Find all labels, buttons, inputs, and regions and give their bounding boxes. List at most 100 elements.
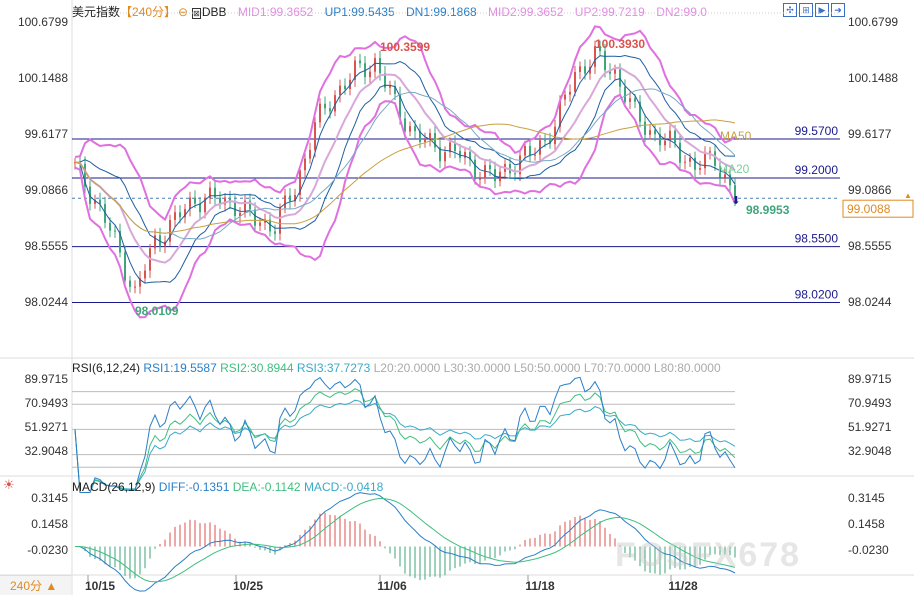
low-label: 98.0109: [135, 304, 179, 318]
macd-title: MACD(26,12,9): [72, 480, 156, 494]
macd-axis-label-left: -0.0230: [27, 543, 68, 557]
candle-body: [244, 200, 246, 213]
ma20-line: [74, 88, 736, 240]
rsi-axis-label-right: 89.9715: [848, 372, 892, 386]
candle-body: [569, 91, 571, 95]
indicator-icon[interactable]: ⊠: [192, 8, 201, 19]
candle-body: [499, 171, 501, 182]
candle-body: [724, 174, 726, 178]
ma50-label: MA50: [720, 129, 752, 143]
candle-body: [194, 197, 196, 204]
candle-body: [654, 130, 656, 135]
candle-body: [669, 130, 671, 141]
candle-body: [239, 212, 241, 217]
price-axis-label-left: 100.6799: [18, 15, 68, 29]
rsi-axis-label-left: 51.9271: [25, 420, 69, 434]
candle-body: [109, 222, 111, 231]
l70-value: L70:70.0000: [583, 361, 651, 375]
candle-body: [114, 230, 116, 232]
play-icon[interactable]: ▶: [815, 3, 829, 17]
crosshair-icon[interactable]: ✣: [783, 3, 797, 17]
candle-body: [284, 195, 286, 208]
candle-body: [354, 60, 356, 80]
candle-body: [554, 126, 556, 145]
current-price-label: 99.0088: [847, 202, 891, 216]
candle-body: [94, 199, 96, 204]
candle-body: [719, 165, 721, 178]
current-price-box: [842, 199, 914, 218]
settings-icon[interactable]: ⊖: [178, 5, 189, 19]
candle-body: [254, 209, 256, 226]
candle-body: [279, 207, 281, 234]
candle-body: [224, 197, 226, 205]
price-axis-label-left: 99.0866: [25, 183, 69, 197]
candle-body: [529, 146, 531, 155]
candle-body: [649, 130, 651, 135]
candle-body: [389, 86, 391, 88]
macd-axis-label-right: 0.1458: [848, 517, 885, 531]
bb-lower2-line: [74, 93, 736, 319]
candle-body: [709, 151, 711, 153]
rsi-axis-label-left: 70.9493: [25, 396, 69, 410]
price-axis-label-right: 99.6177: [848, 127, 892, 141]
candle-body: [219, 197, 221, 205]
level-label: 98.0200: [795, 287, 839, 301]
candle-body: [469, 152, 471, 160]
level-label: 99.5700: [795, 124, 839, 138]
indicator-name: DBB: [201, 5, 227, 19]
candle-body: [249, 200, 251, 210]
price-axis-label-right: 100.1488: [848, 71, 898, 85]
candle-body: [129, 280, 131, 287]
high-label-1: 100.3599: [380, 40, 430, 54]
symbol-name: 美元指数: [72, 5, 121, 19]
candle-body: [484, 165, 486, 179]
rsi-axis-label-right: 32.9048: [848, 444, 892, 458]
price-axis-label-right: 98.5555: [848, 239, 892, 253]
candle-body: [394, 86, 396, 94]
candle-body: [659, 134, 661, 146]
candle-body: [309, 149, 311, 159]
candle-body: [159, 235, 161, 246]
zoom-in-icon[interactable]: ⊞: [799, 3, 813, 17]
candle-body: [84, 163, 86, 187]
rsi-axis-label-right: 70.9493: [848, 396, 892, 410]
date-axis-label: 11/28: [668, 579, 698, 593]
exit-icon[interactable]: ➜: [831, 3, 845, 17]
rsi-title: RSI(6,12,24): [72, 361, 141, 375]
period-button[interactable]: 240分 ▲: [0, 575, 71, 595]
period-selector[interactable]: 【240分】: [120, 5, 177, 19]
candle-body: [614, 69, 616, 74]
candle-body: [324, 103, 326, 109]
ma50-line: [74, 119, 736, 234]
candle-body: [99, 199, 101, 205]
candle-body: [684, 161, 686, 163]
candle-body: [299, 170, 301, 196]
date-axis-label: 10/25: [233, 579, 263, 593]
candle-body: [494, 169, 496, 182]
candle-body: [634, 98, 636, 102]
candle-body: [304, 158, 306, 171]
candle-body: [664, 140, 666, 146]
current-price-marker: ▲: [904, 191, 912, 200]
candle-body: [629, 98, 631, 102]
candle-body: [214, 187, 216, 198]
price-axis-label-left: 99.6177: [25, 127, 69, 141]
price-axis-label-right: 100.6799: [848, 15, 898, 29]
mid1-value: MID1:99.3652: [237, 5, 314, 19]
date-axis-label: 11/06: [377, 579, 407, 593]
candle-body: [479, 178, 481, 180]
candle-body: [204, 198, 206, 213]
candle-body: [384, 73, 386, 88]
candle-body: [134, 286, 136, 288]
diff-line: [74, 492, 736, 592]
candle-body: [584, 66, 586, 74]
macd-settings-icon[interactable]: ☀: [3, 477, 15, 492]
candle-body: [119, 230, 121, 253]
candle-body: [184, 209, 186, 218]
candle-body: [439, 147, 441, 162]
candle-body: [139, 278, 141, 287]
candle-body: [399, 93, 401, 119]
candle-body: [679, 142, 681, 163]
price-axis-label-left: 98.5555: [25, 239, 69, 253]
